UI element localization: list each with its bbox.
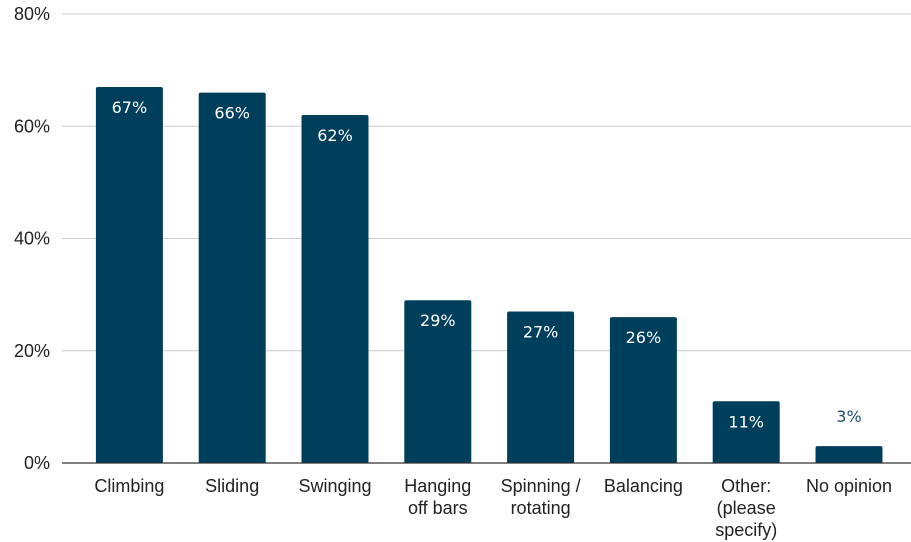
data-label: 29% bbox=[420, 311, 456, 330]
data-label: 27% bbox=[523, 322, 559, 341]
bar bbox=[712, 401, 780, 463]
bar bbox=[609, 317, 677, 463]
x-tick-label: No opinion bbox=[806, 476, 892, 496]
bar bbox=[815, 446, 883, 463]
x-tick-label: Climbing bbox=[94, 476, 164, 496]
bar bbox=[95, 86, 163, 464]
data-label: 3% bbox=[836, 407, 861, 426]
y-tick-label: 0% bbox=[24, 453, 50, 473]
x-tick-label: Sliding bbox=[205, 476, 259, 496]
x-axis: Climbing Sliding Swinging Hanging off bars Sp… bbox=[62, 462, 911, 540]
gridlines bbox=[62, 13, 911, 352]
y-axis: 0% 20% 40% 60% 80% bbox=[14, 4, 50, 473]
data-label: 67% bbox=[112, 98, 148, 117]
x-tick-label: Balancing bbox=[604, 476, 683, 496]
x-tick-label: Spinning / rotating bbox=[501, 476, 581, 518]
y-tick-label: 80% bbox=[14, 4, 50, 24]
x-tick-label: Other: (please specify) bbox=[715, 476, 777, 540]
bar bbox=[404, 300, 472, 463]
x-tick-label: Swinging bbox=[298, 476, 371, 496]
y-tick-label: 20% bbox=[14, 341, 50, 361]
bar bbox=[198, 92, 266, 463]
y-tick-label: 60% bbox=[14, 116, 50, 136]
data-label: 11% bbox=[728, 412, 764, 431]
data-label: 62% bbox=[317, 126, 353, 145]
x-tick-label: Hanging off bars bbox=[404, 476, 471, 518]
bars: 67% 66% 62% 29% 27% 26% 11% 3% bbox=[95, 86, 883, 464]
data-label: 26% bbox=[626, 328, 662, 347]
data-label: 66% bbox=[214, 104, 250, 123]
bar bbox=[301, 115, 369, 464]
y-tick-label: 40% bbox=[14, 229, 50, 249]
bar bbox=[507, 311, 575, 463]
